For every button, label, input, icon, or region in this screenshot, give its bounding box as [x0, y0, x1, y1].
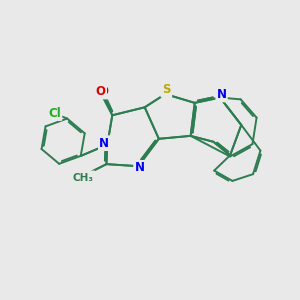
- Text: N: N: [99, 137, 110, 150]
- Text: S: S: [163, 83, 171, 96]
- Text: CH₃: CH₃: [72, 173, 93, 183]
- Text: N: N: [217, 88, 226, 101]
- Text: O: O: [96, 85, 106, 98]
- Text: N: N: [135, 161, 145, 174]
- Text: Cl: Cl: [48, 107, 61, 120]
- Text: N: N: [135, 161, 145, 174]
- Text: CH₃: CH₃: [75, 172, 94, 182]
- Text: N: N: [99, 137, 110, 150]
- Text: O: O: [98, 85, 108, 98]
- Text: S: S: [162, 83, 170, 96]
